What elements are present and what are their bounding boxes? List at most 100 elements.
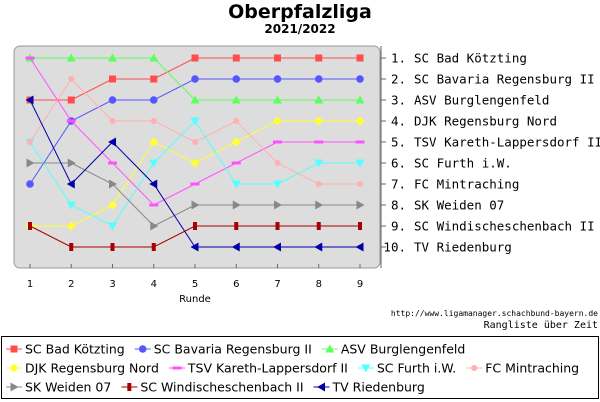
data-point: [26, 180, 34, 188]
legend-swatch-marker: [317, 382, 326, 392]
source-url: http://www.ligamanager.schachbund-bayern…: [390, 309, 598, 318]
series-sc-furth-i-w: [25, 117, 365, 231]
data-point: [193, 222, 197, 230]
x-tick-label: 1: [27, 279, 33, 290]
data-point: [190, 158, 200, 168]
data-point: [274, 160, 281, 166]
legend-item-asv-burglengenfeld: ASV Burglengenfeld: [321, 342, 466, 357]
data-point: [110, 243, 115, 251]
legend-graphic: SC Bad Kötzting SC Bavaria Regensburg II A…: [6, 342, 579, 395]
data-point: [315, 200, 324, 210]
data-point: [25, 95, 34, 105]
series-sc-windischeschenbach-ii: [28, 222, 362, 251]
data-point: [274, 200, 282, 210]
legend-swatch-marker: [471, 365, 478, 371]
data-point: [66, 179, 75, 189]
data-point: [25, 56, 35, 60]
x-tick-label: 9: [357, 279, 363, 290]
x-tick-label: 8: [316, 279, 322, 290]
data-point: [26, 158, 35, 168]
legend-label: ASV Burglengenfeld: [341, 342, 466, 357]
series-tsv-kareth-lappersdorf-ii: [25, 56, 365, 207]
legend-label: SC Furth i.W.: [377, 361, 456, 376]
data-point: [68, 76, 75, 82]
chart-subtitle: 2021/2022: [264, 22, 336, 36]
legend-swatch-marker: [172, 366, 182, 370]
data-point: [192, 139, 198, 145]
data-point: [314, 242, 323, 252]
rank-label: 5. TSV Kareth-Lappersdorf II: [391, 135, 600, 150]
data-point: [149, 179, 158, 189]
data-point: [190, 95, 200, 104]
data-point: [231, 161, 241, 165]
data-point: [233, 118, 240, 124]
data-point: [149, 137, 159, 147]
data-point: [67, 158, 76, 168]
data-point: [231, 180, 241, 189]
x-tick-label: 4: [151, 279, 157, 290]
data-point: [27, 139, 33, 145]
data-point: [108, 96, 117, 104]
data-point: [190, 242, 199, 252]
data-point: [109, 75, 116, 83]
legend: SC Bad Kötzting SC Bavaria Regensburg II A…: [1, 336, 599, 399]
legend-item-djk-regensburg-nord: DJK Regensburg Nord: [6, 361, 159, 376]
data-point: [232, 200, 241, 210]
data-point: [358, 222, 362, 230]
chart-caption: Rangliste über Zeit: [483, 320, 598, 331]
rank-label: 10. TV Riedenburg: [383, 240, 511, 255]
data-point: [231, 137, 241, 147]
data-point: [314, 95, 324, 104]
data-point: [108, 137, 116, 147]
rank-label: 3. ASV Burglengenfeld: [391, 93, 550, 108]
legend-swatch-marker: [127, 383, 132, 391]
series-tv-riedenburg: [25, 95, 364, 252]
rank-label: 8. SK Weiden 07: [391, 198, 504, 213]
data-point: [316, 222, 321, 230]
legend-swatch-marker: [10, 382, 19, 392]
data-point: [355, 159, 365, 168]
data-point: [69, 243, 74, 251]
data-point: [191, 54, 199, 62]
data-point: [149, 96, 158, 104]
data-point: [66, 201, 76, 210]
data-point: [151, 243, 156, 251]
data-point: [273, 180, 282, 189]
data-point: [149, 203, 159, 207]
data-point: [28, 222, 32, 230]
series-djk-regensburg-nord: [25, 116, 365, 231]
legend-item-sc-bavaria-regensburg-ii: SC Bavaria Regensburg II: [134, 342, 312, 357]
data-point: [108, 53, 117, 62]
legend-swatch-marker: [325, 344, 335, 353]
data-point: [191, 75, 199, 83]
data-point: [355, 95, 365, 104]
data-point: [315, 54, 323, 62]
data-point: [273, 242, 281, 252]
legend-item-tsv-kareth-lappersdorf-ii: TSV Kareth-Lappersdorf II: [168, 361, 348, 376]
legend-label: SC Bavaria Regensburg II: [154, 342, 312, 357]
legend-item-tv-riedenburg: TV Riedenburg: [313, 380, 425, 395]
data-point: [273, 116, 282, 126]
data-point: [66, 53, 76, 62]
legend-label: SC Windischeschenbach II: [140, 380, 303, 395]
data-point: [357, 181, 363, 187]
data-point: [314, 159, 324, 168]
data-point: [150, 118, 157, 124]
data-point: [273, 75, 282, 83]
legend-label: TSV Kareth-Lappersdorf II: [187, 361, 348, 376]
rank-label: 9. SC Windischeschenbach II: [391, 219, 595, 234]
legend-swatch-marker: [138, 345, 147, 353]
x-tick-label: 5: [192, 279, 198, 290]
data-point: [232, 75, 241, 83]
legend-item-sc-bad-kotzting: SC Bad Kötzting: [6, 342, 125, 357]
series-sc-bavaria-regensburg-ii: [26, 75, 364, 188]
data-point: [231, 242, 240, 252]
plot-area: [13, 45, 381, 269]
legend-item-fc-mintraching: FC Mintraching: [466, 361, 579, 376]
data-point: [108, 161, 117, 165]
rank-label: 6. SC Furth i.W.: [391, 156, 512, 171]
x-axis-label: Runde: [179, 294, 211, 305]
data-point: [109, 118, 116, 124]
data-point: [314, 140, 324, 144]
data-point: [273, 95, 282, 104]
